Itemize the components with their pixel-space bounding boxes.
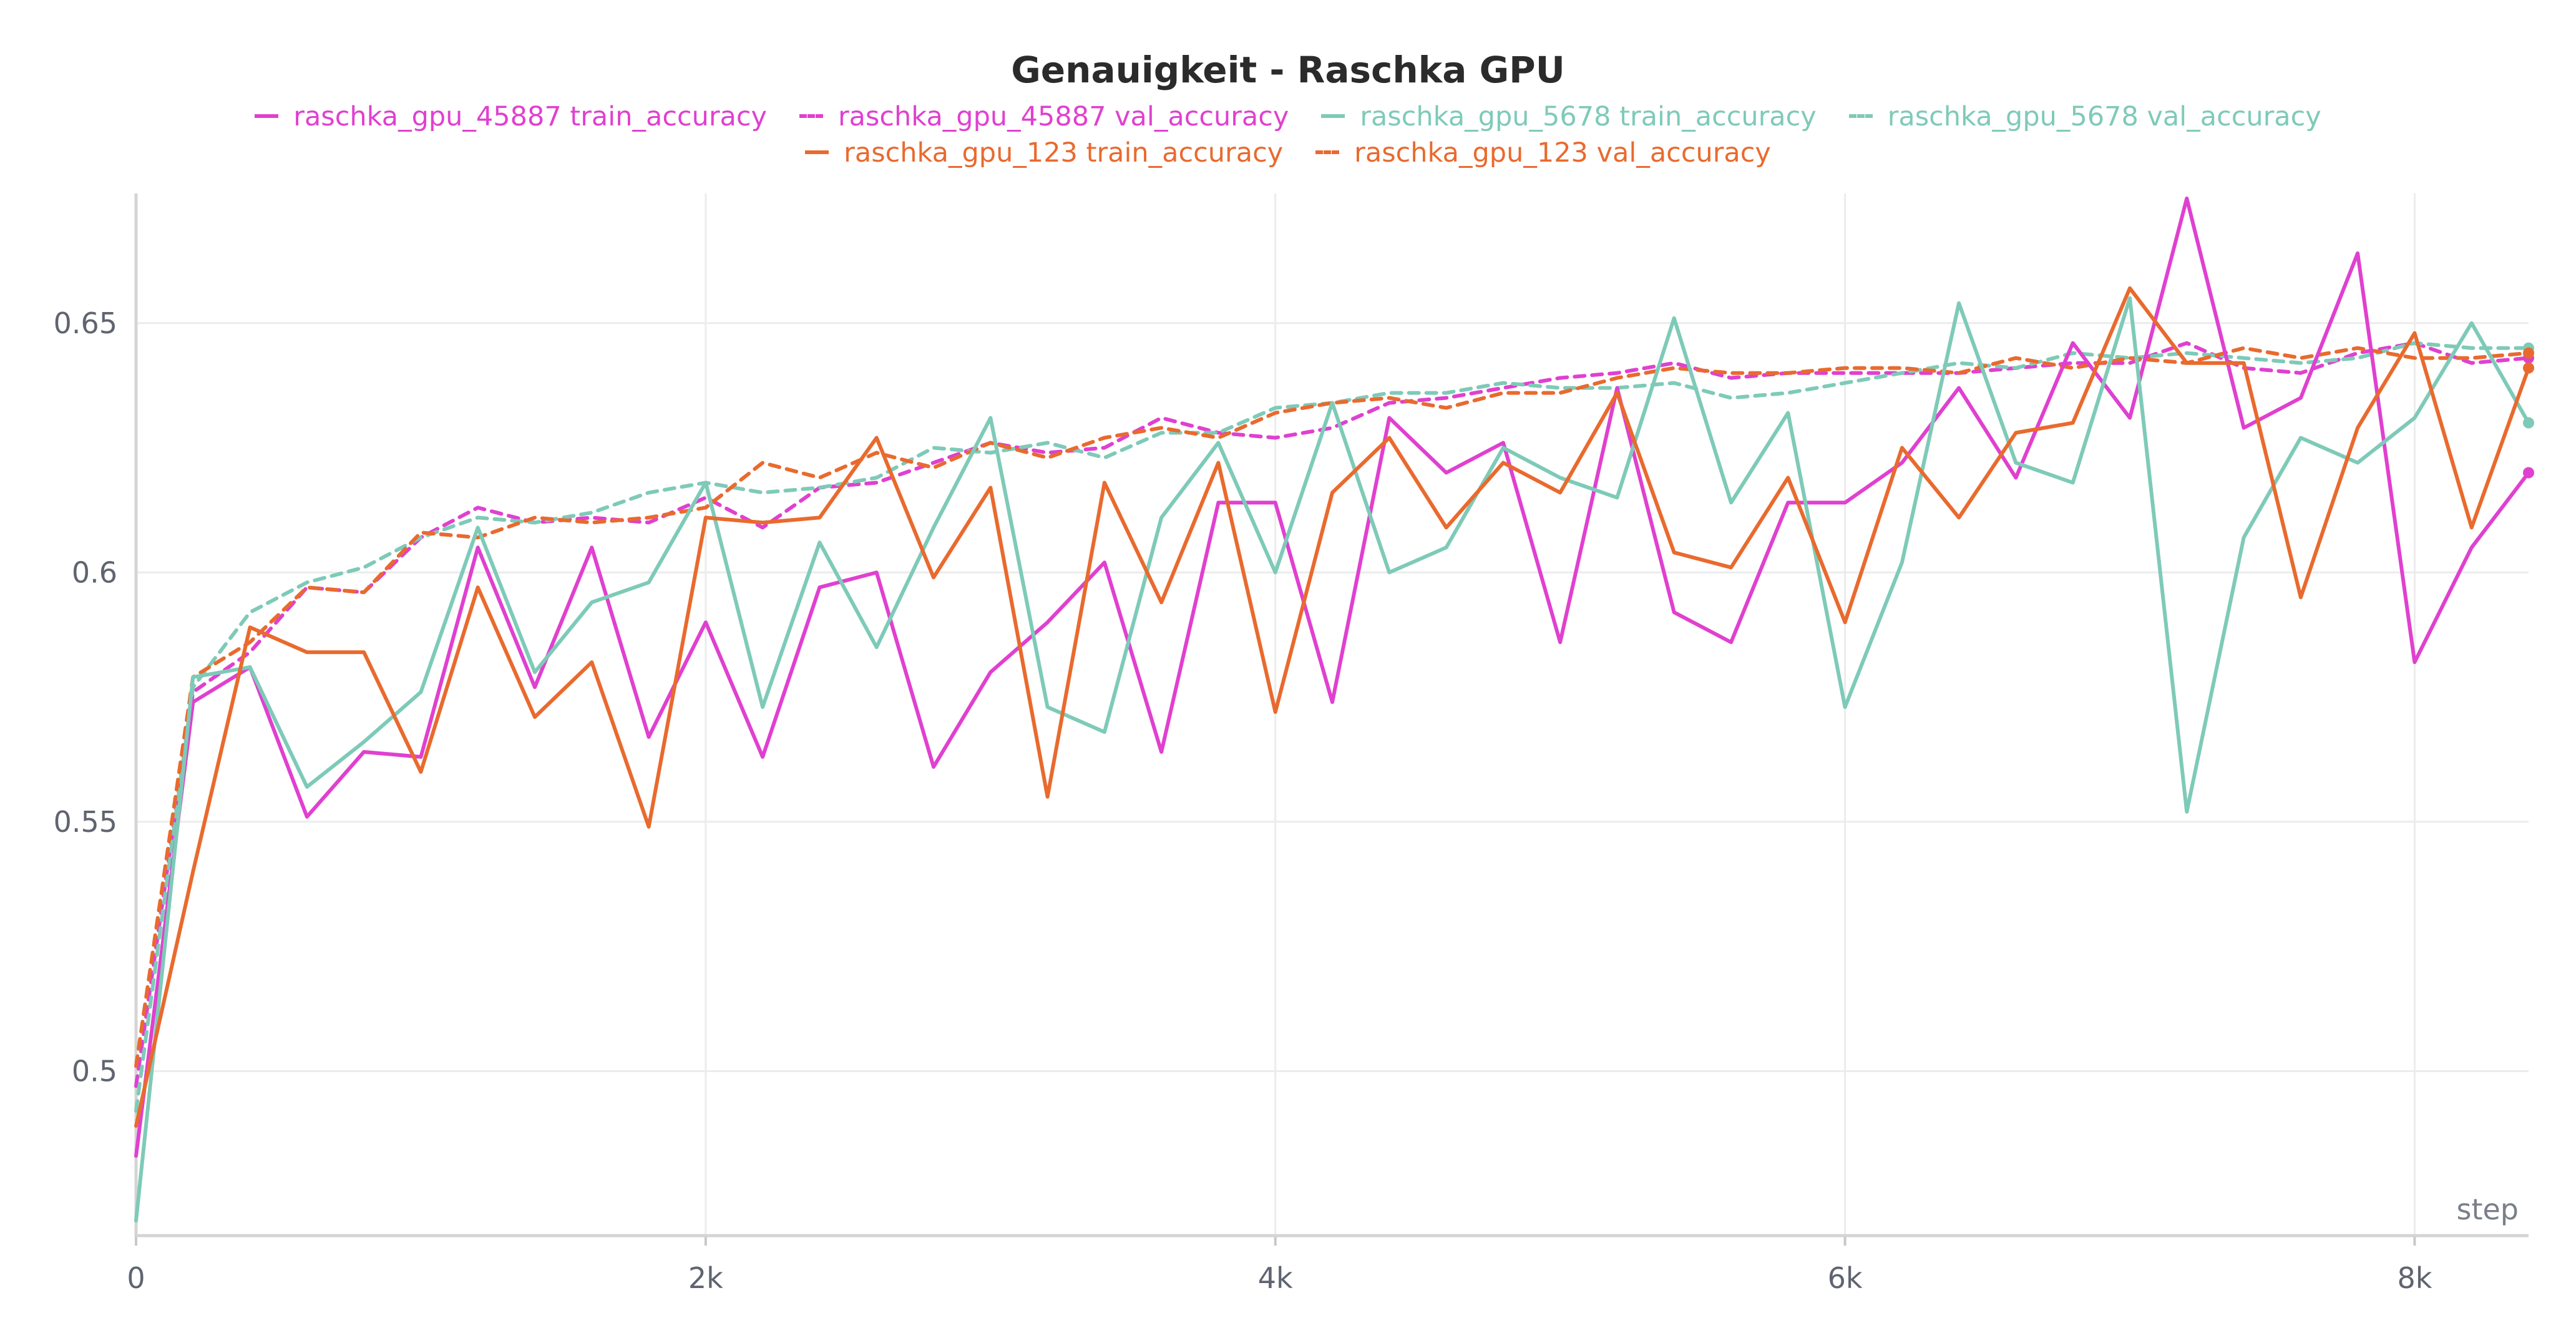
legend-swatch xyxy=(805,150,829,154)
x-axis-label: step xyxy=(2456,1193,2519,1226)
series-line-raschka-gpu-123-val-accuracy xyxy=(134,346,2530,1068)
legend-item[interactable]: raschka_gpu_5678 train_accuracy xyxy=(1321,99,1817,135)
legend-label: raschka_gpu_5678 train_accuracy xyxy=(1360,101,1817,132)
legend-swatch xyxy=(1321,114,1345,118)
legend-item[interactable]: raschka_gpu_123 train_accuracy xyxy=(805,135,1283,171)
legend-label: raschka_gpu_5678 val_accuracy xyxy=(1887,101,2321,132)
series-end-points xyxy=(2523,342,2534,479)
series-lines xyxy=(134,197,2530,1223)
x-tick-label: 6k xyxy=(1828,1261,1863,1295)
legend-label: raschka_gpu_123 train_accuracy xyxy=(844,137,1284,168)
series-line-raschka-gpu-45887-train-accuracy xyxy=(134,197,2530,1158)
x-tick-label: 0 xyxy=(127,1261,145,1295)
legend-item[interactable]: raschka_gpu_45887 val_accuracy xyxy=(799,99,1289,135)
legend-item[interactable]: raschka_gpu_5678 val_accuracy xyxy=(1848,99,2321,135)
x-tick-label: 8k xyxy=(2397,1261,2432,1295)
series-end-point xyxy=(2523,347,2534,359)
legend-swatch xyxy=(1848,114,1873,118)
legend-label: raschka_gpu_45887 val_accuracy xyxy=(837,101,1289,132)
y-tick-label: 0.5 xyxy=(72,1054,117,1088)
series-line-raschka-gpu-5678-train-accuracy xyxy=(134,296,2530,1223)
y-tick-label: 0.55 xyxy=(54,805,117,839)
chart-legend: raschka_gpu_45887 train_accuracy raschka_… xyxy=(37,99,2539,171)
series-line-raschka-gpu-5678-val-accuracy xyxy=(134,341,2530,1113)
x-tick-label: 2k xyxy=(688,1261,723,1295)
legend-swatch xyxy=(255,114,279,118)
y-tick-label: 0.6 xyxy=(72,555,117,589)
x-tick-label: 4k xyxy=(1258,1261,1293,1295)
y-tick-label: 0.65 xyxy=(54,306,117,340)
chart-title: Genauigkeit - Raschka GPU xyxy=(1011,49,1565,91)
series-end-point xyxy=(2523,362,2534,374)
series-line-raschka-gpu-45887-val-accuracy xyxy=(134,341,2530,1088)
legend-item[interactable]: raschka_gpu_45887 train_accuracy xyxy=(255,99,767,135)
series-end-point xyxy=(2523,467,2534,479)
legend-swatch xyxy=(1315,150,1340,154)
legend-label: raschka_gpu_123 val_accuracy xyxy=(1354,137,1771,168)
legend-swatch xyxy=(799,114,823,118)
series-end-point xyxy=(2523,417,2534,429)
legend-item[interactable]: raschka_gpu_123 val_accuracy xyxy=(1315,135,1771,171)
legend-label: raschka_gpu_45887 train_accuracy xyxy=(293,101,767,132)
series-line-raschka-gpu-123-train-accuracy xyxy=(134,286,2530,1128)
